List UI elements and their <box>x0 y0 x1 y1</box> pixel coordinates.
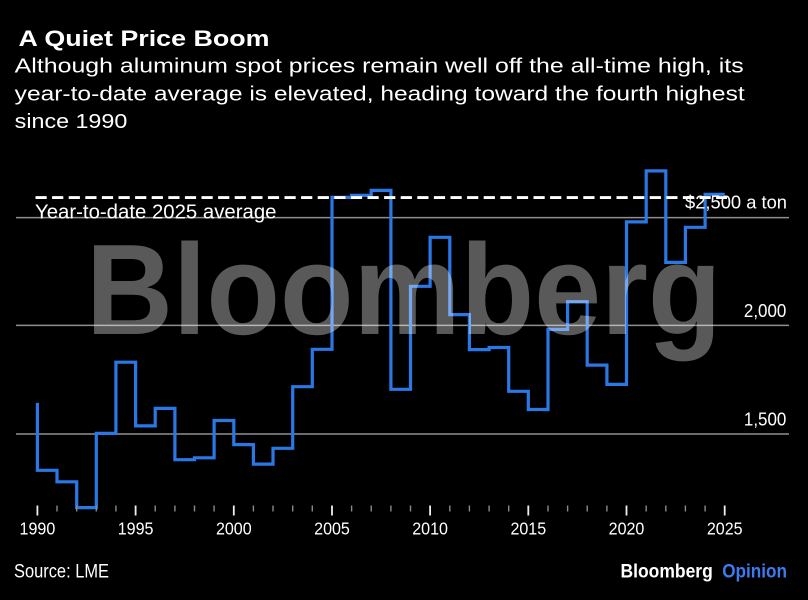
svg-text:Bloomberg: Bloomberg <box>621 561 713 582</box>
svg-text:2000: 2000 <box>216 519 252 539</box>
svg-text:2010: 2010 <box>412 519 448 539</box>
svg-text:A Quiet Price Boom: A Quiet Price Boom <box>19 26 270 51</box>
svg-text:$2,500 a ton: $2,500 a ton <box>685 192 787 213</box>
svg-text:2025: 2025 <box>707 519 743 539</box>
svg-text:2,000: 2,000 <box>744 300 786 321</box>
svg-text:Bloomberg: Bloomberg <box>86 218 722 362</box>
svg-text:Source: LME: Source: LME <box>14 562 109 583</box>
svg-text:since 1990: since 1990 <box>15 110 128 133</box>
svg-text:Year-to-date 2025 average: Year-to-date 2025 average <box>35 201 277 223</box>
svg-text:2020: 2020 <box>609 519 645 539</box>
svg-text:year-to-date average is elevat: year-to-date average is elevated, headin… <box>15 82 745 105</box>
svg-text:1,500: 1,500 <box>744 408 786 429</box>
svg-text:2015: 2015 <box>510 519 546 539</box>
svg-text:2005: 2005 <box>314 519 350 539</box>
svg-text:Although aluminum spot prices: Although aluminum spot prices remain wel… <box>15 55 744 78</box>
svg-text:1995: 1995 <box>118 519 154 539</box>
svg-text:Opinion: Opinion <box>722 561 787 582</box>
svg-text:1990: 1990 <box>20 519 56 539</box>
